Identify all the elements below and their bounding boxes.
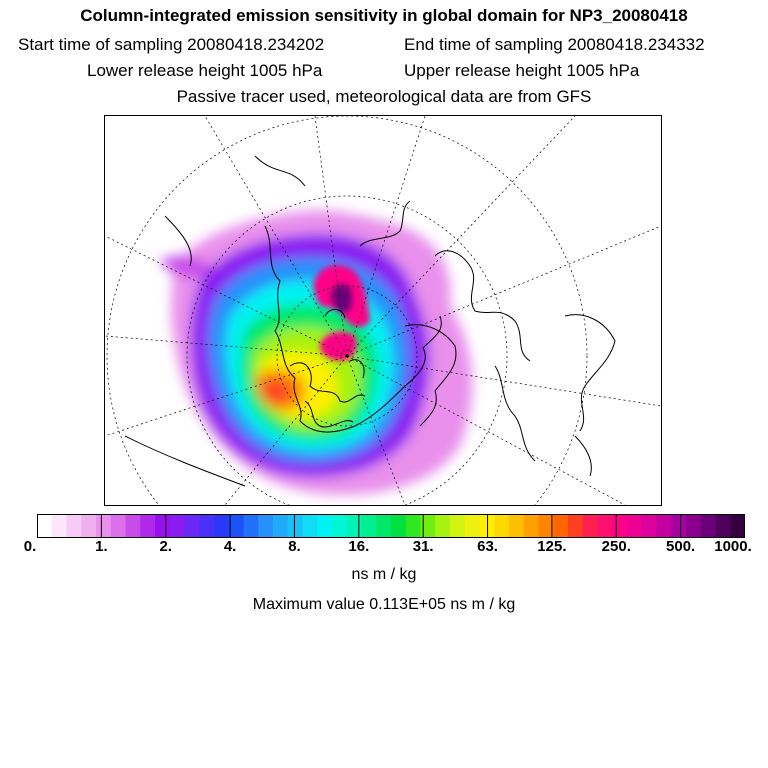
colorbar-cell	[317, 514, 333, 538]
maximum-value-label: Maximum value 0.113E+05 ns m / kg	[252, 596, 516, 613]
colorbar-cell	[612, 514, 628, 538]
colorbar	[37, 514, 745, 538]
colorbar-cell	[66, 514, 82, 538]
plot-title: Column-integrated emission sensitivity i…	[80, 6, 688, 25]
colorbar-cell	[140, 514, 156, 538]
sensitivity-field	[160, 210, 473, 495]
colorbar-cell	[81, 514, 97, 538]
colorbar-cell	[568, 514, 584, 538]
colorbar-cell	[391, 514, 407, 538]
colorbar-cell	[361, 514, 377, 538]
colorbar-cell	[287, 514, 303, 538]
colorbar-cell	[243, 514, 259, 538]
colorbar-tick-label: 4.	[223, 538, 237, 555]
colorbar-cell	[597, 514, 613, 538]
colorbar-cell	[656, 514, 672, 538]
colorbar-tick-label: 125.	[537, 538, 567, 555]
colorbar-cell	[96, 514, 112, 538]
colorbar-cell	[346, 514, 362, 538]
colorbar-cell	[435, 514, 451, 538]
colorbar-tick-label: 16.	[348, 538, 370, 555]
colorbar-tick-label: 1000.	[714, 538, 752, 555]
end-time-label: End time of sampling 20080418.234332	[404, 35, 705, 54]
colorbar-cell	[199, 514, 215, 538]
colorbar-cell	[214, 514, 230, 538]
colorbar-cell	[37, 514, 53, 538]
colorbar-cell	[110, 514, 126, 538]
colorbar-cell	[450, 514, 466, 538]
colorbar-cell	[553, 514, 569, 538]
colorbar-cell	[671, 514, 687, 538]
colorbar-cell	[730, 514, 745, 538]
upper-release-label: Upper release height 1005 hPa	[404, 61, 640, 80]
colorbar-cell	[494, 514, 510, 538]
colorbar-tick-label: 31.	[412, 538, 434, 555]
graticule	[105, 116, 661, 505]
colorbar-tick-label: 1.	[95, 538, 108, 555]
colorbar-tick-label: 63.	[477, 538, 498, 555]
tracer-note: Passive tracer used, meteorological data…	[176, 87, 592, 106]
colorbar-tick-label: 500.	[666, 538, 696, 555]
colorbar-cell	[125, 514, 141, 538]
colorbar-cell	[700, 514, 716, 538]
start-time-label: Start time of sampling 20080418.234202	[18, 35, 325, 54]
colorbar-cell	[258, 514, 274, 538]
colorbar-cell	[523, 514, 539, 538]
colorbar-cell	[420, 514, 436, 538]
emission-sensitivity-map	[104, 115, 662, 506]
colorbar-cell	[641, 514, 657, 538]
colorbar-cell	[184, 514, 200, 538]
lower-release-label: Lower release height 1005 hPa	[87, 61, 323, 80]
colorbar-cell	[405, 514, 421, 538]
colorbar-cell	[582, 514, 598, 538]
colorbar-cell	[169, 514, 185, 538]
colorbar-unit: ns m / kg	[351, 566, 417, 583]
colorbar-tick-label: 2.	[159, 538, 172, 555]
colorbar-cell	[715, 514, 731, 538]
colorbar-tick-label: 250.	[601, 538, 631, 555]
colorbar-cell	[228, 514, 244, 538]
colorbar-cell	[302, 514, 318, 538]
colorbar-cell	[464, 514, 480, 538]
colorbar-cell	[376, 514, 392, 538]
coastlines	[124, 155, 616, 487]
colorbar-cell	[332, 514, 348, 538]
colorbar-cell	[509, 514, 525, 538]
colorbar-cell	[273, 514, 289, 538]
colorbar-cell	[627, 514, 643, 538]
colorbar-cell	[538, 514, 554, 538]
colorbar-tick-label: 8.	[288, 538, 301, 555]
colorbar-cell	[686, 514, 702, 538]
colorbar-cell	[155, 514, 171, 538]
colorbar-cell	[51, 514, 67, 538]
colorbar-tick-label: 0.	[23, 538, 37, 555]
